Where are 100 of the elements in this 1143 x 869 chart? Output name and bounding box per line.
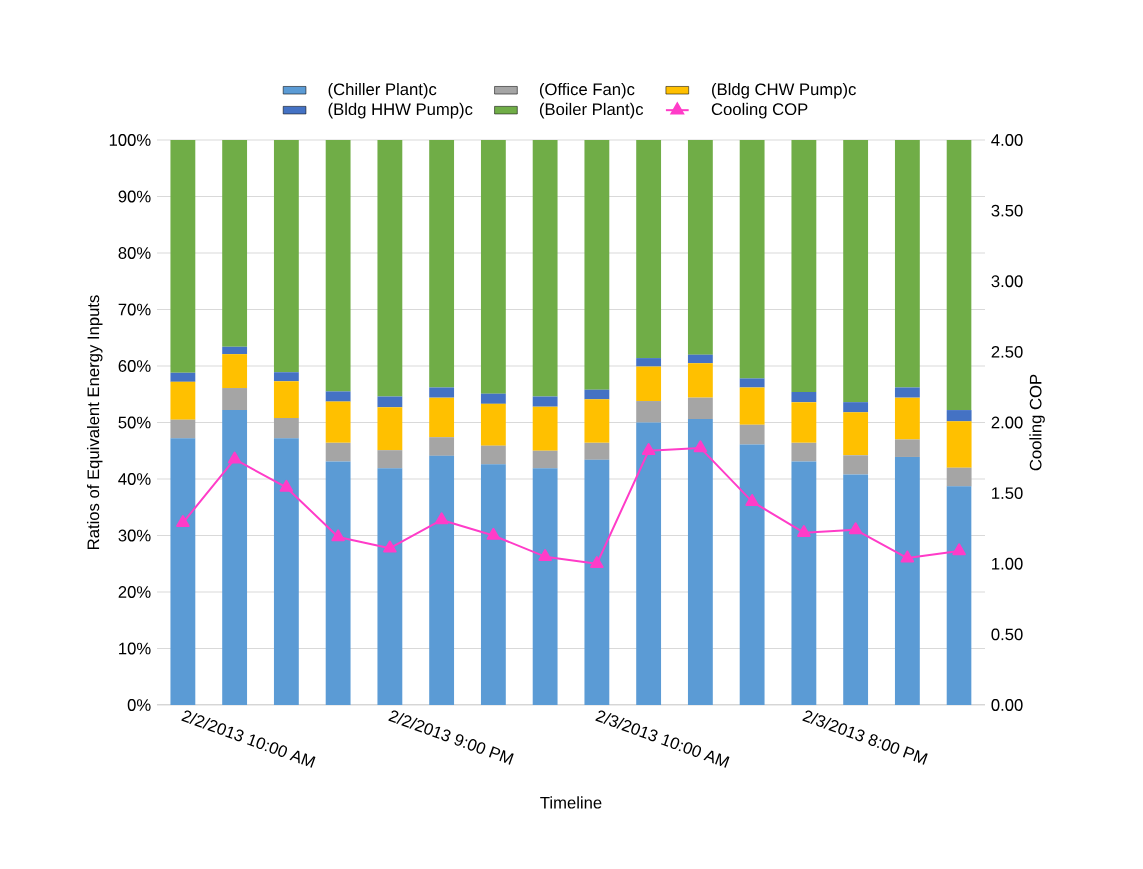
point xyxy=(486,527,501,540)
point xyxy=(797,525,811,538)
point xyxy=(693,440,708,453)
bar xyxy=(894,439,920,457)
bar xyxy=(843,402,869,413)
bar xyxy=(843,140,869,403)
bar xyxy=(377,468,403,705)
x-axis-title: Timeline xyxy=(540,796,602,809)
bar xyxy=(584,442,610,460)
y-tick-label: 90% xyxy=(118,190,151,203)
bar xyxy=(480,403,506,446)
bar xyxy=(791,442,817,462)
bar xyxy=(325,461,351,705)
y-tick-label: 30% xyxy=(118,529,151,542)
bar xyxy=(894,140,920,388)
bar xyxy=(222,140,248,347)
bar xyxy=(739,378,765,388)
bar xyxy=(222,354,248,389)
bar xyxy=(584,459,610,705)
bar xyxy=(894,387,920,398)
bar xyxy=(170,419,196,439)
bar xyxy=(636,358,662,367)
bar xyxy=(429,437,455,456)
bar xyxy=(584,389,610,400)
bar xyxy=(325,391,351,402)
bar xyxy=(843,474,869,705)
bar xyxy=(429,140,455,388)
y-tick-label: 10% xyxy=(119,642,151,655)
bar xyxy=(946,421,972,468)
y2-tick-label: 2.00 xyxy=(991,416,1023,429)
y2-tick-label: 0.50 xyxy=(991,628,1023,641)
point xyxy=(952,543,966,556)
bar xyxy=(584,140,610,390)
y-tick-label: 40% xyxy=(118,473,151,485)
bar xyxy=(325,401,351,443)
bar xyxy=(222,410,248,705)
bar xyxy=(170,381,196,420)
bar xyxy=(687,354,713,364)
bar xyxy=(843,412,869,456)
bar xyxy=(532,140,558,397)
y-tick-label: 0% xyxy=(127,699,151,711)
y2-tick-label: 1.50 xyxy=(992,487,1023,500)
y-tick-label: 60% xyxy=(118,360,151,372)
y-tick-label: 100% xyxy=(109,134,151,146)
bar xyxy=(325,442,351,462)
bar xyxy=(636,422,662,705)
bar xyxy=(739,140,765,379)
bar xyxy=(843,455,869,475)
bar xyxy=(170,372,196,382)
bar xyxy=(687,140,713,355)
bar xyxy=(325,140,351,392)
bar xyxy=(687,419,713,705)
bar xyxy=(946,486,972,705)
bar xyxy=(480,393,506,404)
bar xyxy=(273,372,299,382)
y2-tick-label: 3.50 xyxy=(991,204,1023,217)
bar xyxy=(222,388,248,411)
y-tick-label: 50% xyxy=(118,416,151,429)
legend-label: (Chiller Plant)c xyxy=(328,82,437,99)
bar xyxy=(791,402,817,443)
y-tick-label: 20% xyxy=(118,586,151,598)
point xyxy=(590,556,604,569)
bar xyxy=(429,387,455,398)
legend-label: (Office Fan)c xyxy=(539,82,635,99)
bar xyxy=(894,397,920,440)
bar xyxy=(480,464,506,705)
point xyxy=(641,443,656,456)
legend-label: Cooling COP xyxy=(711,102,808,119)
bar xyxy=(532,450,558,469)
bar xyxy=(170,438,196,705)
bar xyxy=(636,366,662,402)
y-tick-label: 80% xyxy=(118,247,151,259)
legend-label: (Boiler Plant)c xyxy=(539,102,644,119)
y2-tick-label: 4.00 xyxy=(991,134,1023,146)
bar xyxy=(273,438,299,705)
bar xyxy=(791,391,817,403)
point xyxy=(279,479,294,492)
bar xyxy=(377,450,403,469)
bar xyxy=(894,456,920,705)
y2-tick-label: 1.00 xyxy=(992,557,1023,570)
bar xyxy=(584,399,610,443)
bar xyxy=(377,140,403,397)
y-axis-title: Ratios of Equivalent Energy Inputs xyxy=(86,295,103,549)
bar xyxy=(532,468,558,705)
bar xyxy=(791,140,817,392)
bar xyxy=(222,346,248,355)
y2-tick-label: 0.00 xyxy=(991,699,1023,711)
point xyxy=(538,549,552,562)
point xyxy=(331,529,345,542)
point xyxy=(745,493,759,506)
y2-tick-label: 2.50 xyxy=(991,345,1023,358)
bar xyxy=(791,461,817,705)
point xyxy=(227,451,242,464)
bar xyxy=(273,417,299,439)
point xyxy=(176,515,190,528)
bar xyxy=(687,397,713,420)
bar xyxy=(636,140,662,359)
point xyxy=(900,550,915,563)
bar xyxy=(946,467,972,487)
y2-axis-title: Cooling COP xyxy=(1029,374,1045,471)
